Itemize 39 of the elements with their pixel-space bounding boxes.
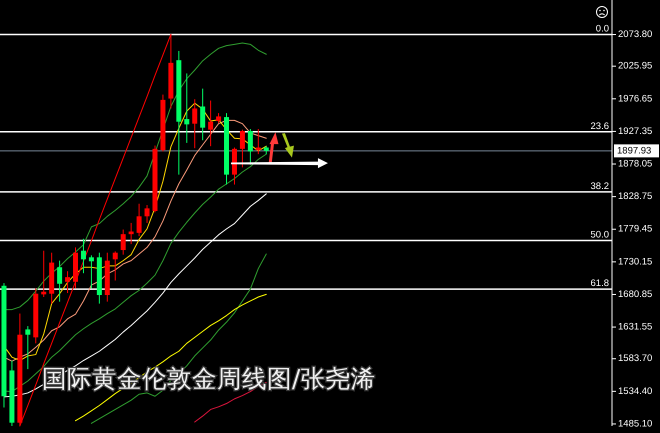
annotation: 38.2 bbox=[590, 180, 609, 192]
candlestick bbox=[57, 260, 62, 302]
y-tick-label: 1680.85 bbox=[618, 288, 652, 300]
y-tick-label: 1583.70 bbox=[618, 353, 652, 364]
candlestick bbox=[192, 98, 198, 149]
annotation: 50.0 bbox=[590, 230, 609, 241]
y-tick-label: 2073.80 bbox=[618, 29, 652, 40]
candlestick bbox=[144, 204, 150, 224]
annotation: 0.0 bbox=[596, 24, 609, 35]
candlestick bbox=[240, 129, 245, 168]
annotation: 61.8 bbox=[590, 278, 609, 290]
y-tick-label: 1730.15 bbox=[618, 256, 652, 268]
line-series bbox=[90, 254, 267, 424]
candlestick bbox=[184, 72, 190, 144]
candlestick bbox=[41, 250, 46, 298]
candlestick bbox=[120, 229, 126, 256]
candlestick bbox=[65, 270, 70, 294]
candlestick bbox=[112, 250, 118, 281]
y-tick-label: 1485.10 bbox=[618, 418, 652, 430]
y-tick-label: 1976.65 bbox=[618, 93, 652, 104]
y-tick-label: 1927.35 bbox=[618, 126, 652, 137]
ref-line-label: 1897.93 bbox=[617, 145, 652, 156]
y-tick-label: 2025.95 bbox=[618, 60, 652, 72]
candlestick bbox=[88, 254, 94, 289]
candlestick bbox=[128, 222, 134, 245]
y-tick-label: 1779.45 bbox=[618, 224, 652, 235]
y-tick-label: 1534.40 bbox=[618, 386, 652, 397]
candlestick bbox=[216, 112, 222, 124]
y-tick-label: 1828.75 bbox=[618, 191, 652, 202]
candlestick bbox=[80, 238, 86, 274]
y-tick-label: 1878.05 bbox=[618, 158, 652, 170]
candlestick bbox=[248, 128, 253, 166]
candlestick bbox=[136, 203, 142, 237]
candlestick bbox=[208, 100, 214, 147]
candlestick bbox=[25, 326, 30, 370]
y-tick-label: 1631.55 bbox=[618, 322, 652, 333]
candlestick bbox=[200, 88, 206, 141]
annotation: 23.6 bbox=[590, 120, 609, 132]
candlestick bbox=[256, 128, 261, 155]
